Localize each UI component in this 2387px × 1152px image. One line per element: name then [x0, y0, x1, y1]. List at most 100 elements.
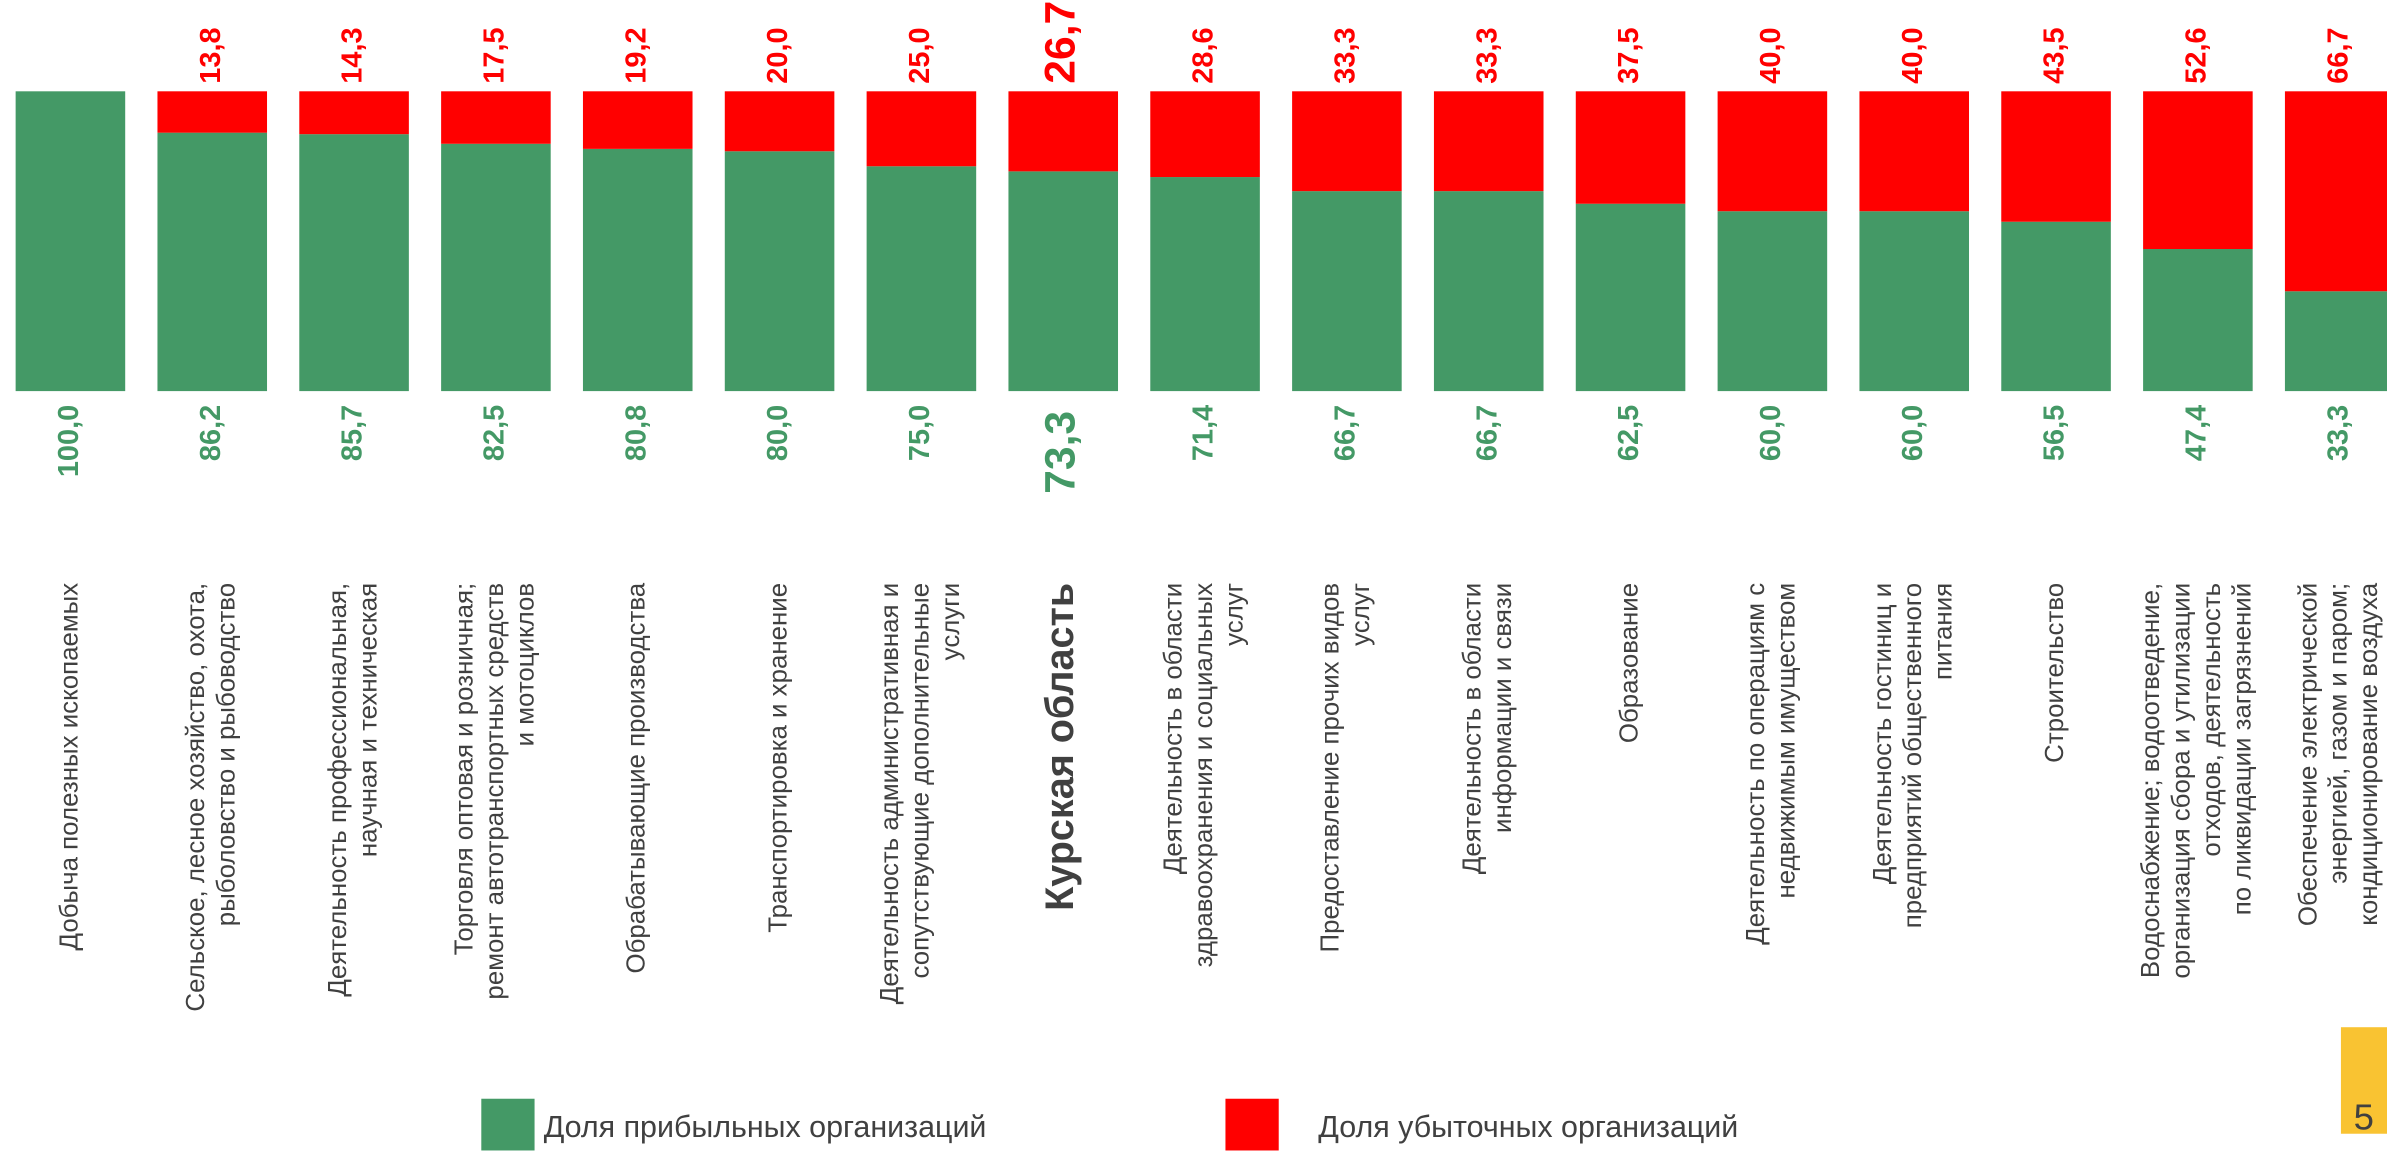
- value-label: 33,3: [1330, 27, 1362, 83]
- value-label: 43,5: [2039, 27, 2071, 83]
- category-line: предприятий общественного: [1899, 583, 1927, 928]
- bar-segment: [866, 166, 977, 392]
- bar-segment: [1433, 191, 1544, 392]
- category-line: Транспортировка и хранение: [764, 583, 792, 933]
- category-line: информации и связи: [1489, 583, 1517, 833]
- value-label: 17,5: [479, 27, 511, 83]
- next-button[interactable]: [2340, 1027, 2387, 1134]
- category-label: Курская область: [1039, 583, 1083, 911]
- category-line: недвижимым имуществом: [1772, 583, 1800, 899]
- bar-segment: [299, 134, 409, 392]
- category-label: Транспортировка и хранение: [764, 583, 792, 933]
- category-line: Деятельность гостиниц и: [1869, 583, 1897, 884]
- value-label: 25,0: [904, 27, 936, 83]
- category-line: Курская область: [1039, 583, 1083, 911]
- value-label: 80,0: [762, 405, 794, 461]
- bar-segment: [1575, 203, 1686, 392]
- category-line: услуги: [937, 583, 965, 660]
- category-line: Деятельность по операциям с: [1742, 583, 1770, 945]
- bar-segment: [724, 151, 835, 392]
- page-number: 5: [2354, 1097, 2374, 1138]
- bar-segment: [724, 91, 835, 152]
- bar-segment: [2284, 291, 2387, 392]
- category-line: отходов, деятельность: [2198, 583, 2226, 857]
- value-label: 62,5: [1613, 405, 1645, 461]
- category-line: услуг: [1347, 583, 1375, 646]
- value-label: 40,0: [1897, 27, 1929, 83]
- bar-segment: [2001, 91, 2111, 222]
- category-line: Обрабатывающие производства: [623, 582, 651, 973]
- bar-segment: [1150, 91, 1260, 178]
- value-label: 82,5: [479, 405, 511, 461]
- bar-segment: [1433, 91, 1544, 192]
- bar-segment: [582, 148, 693, 392]
- value-label: 33,3: [2322, 405, 2354, 461]
- category-label: Предоставление прочих видов услуг: [1317, 583, 1375, 953]
- category-label: Образование: [1615, 583, 1643, 743]
- category-line: Предоставление прочих видов: [1317, 583, 1345, 953]
- bar-segment: [1575, 91, 1686, 204]
- bar-segment: [2143, 248, 2253, 392]
- value-label: 75,0: [904, 405, 936, 461]
- bar-segment: [1150, 177, 1260, 392]
- category-line: научная и техническая: [354, 583, 382, 857]
- value-label: 60,0: [1755, 405, 1787, 461]
- legend-label: Доля убыточных организаций: [1318, 1110, 1738, 1144]
- category-line: по ликвидации загрязнений: [2228, 583, 2256, 915]
- category-line: здравоохранения и социальных: [1190, 583, 1218, 968]
- bar-segment: [582, 91, 693, 149]
- value-label: 66,7: [2322, 27, 2354, 83]
- category-label: Деятельность профессиональная, научная и …: [324, 583, 382, 997]
- category-line: Деятельность в области: [1159, 583, 1187, 874]
- value-label: 66,7: [1471, 405, 1503, 461]
- value-label: 33,3: [1471, 27, 1503, 83]
- category-line: и мотоциклов: [511, 583, 539, 747]
- bar-segment: [441, 143, 551, 392]
- value-label: 14,3: [337, 27, 369, 83]
- bar-segment: [2001, 221, 2111, 392]
- bar-segment: [1292, 91, 1402, 192]
- legend-swatch: [481, 1098, 535, 1151]
- value-label: 37,5: [1613, 27, 1645, 83]
- category-line: услуг: [1220, 583, 1248, 646]
- bar-segment: [299, 91, 409, 135]
- value-label: 13,8: [195, 27, 227, 83]
- category-line: Деятельность профессиональная,: [324, 583, 352, 997]
- category-line: Деятельность административная и: [876, 583, 904, 1004]
- bar-segment: [866, 91, 977, 167]
- bar-segment: [157, 91, 268, 133]
- bar-segment: [2284, 91, 2387, 292]
- legend-swatch: [1225, 1098, 1279, 1151]
- category-label: Торговля оптовая и розничная; ремонт авто…: [450, 583, 539, 1000]
- category-label: Сельское, лесное хозяйство, охота, рыболо…: [182, 583, 240, 1012]
- bar-segment: [1859, 211, 1970, 392]
- category-label: Деятельность в области здравоохранения и …: [1159, 583, 1248, 968]
- category-label: Деятельность гостиниц и предприятий общес…: [1869, 583, 1958, 928]
- value-label: 20,0: [762, 27, 794, 83]
- bar-segment: [1292, 191, 1402, 392]
- category-line: Торговля оптовая и розничная;: [450, 583, 478, 956]
- category-line: ремонт автотранспортных средств: [481, 583, 509, 1000]
- bar-segment: [441, 91, 551, 144]
- category-line: Строительство: [2041, 583, 2069, 763]
- bar-segment: [1008, 91, 1119, 172]
- value-label: 26,7: [1036, 1, 1084, 84]
- value-label: 56,5: [2039, 405, 2071, 461]
- category-line: рыболовство и рыбоводство: [212, 583, 240, 926]
- category-label: Строительство: [2041, 583, 2069, 763]
- category-line: кондиционирование воздуха: [2355, 582, 2383, 926]
- category-label: Обеспечение электрической энергией, газом…: [2294, 582, 2383, 926]
- value-label: 40,0: [1755, 27, 1787, 83]
- legend-label: Доля прибыльных организаций: [544, 1110, 987, 1144]
- bar-segment: [2143, 91, 2253, 249]
- value-label: 100,0: [53, 405, 85, 477]
- category-line: питания: [1929, 583, 1957, 680]
- category-label: Деятельность в области информации и связи: [1458, 583, 1516, 874]
- bar-segment: [1008, 171, 1119, 392]
- category-line: Обеспечение электрической: [2294, 583, 2322, 926]
- category-line: Сельское, лесное хозяйство, охота,: [182, 583, 210, 1012]
- value-label: 60,0: [1897, 405, 1929, 461]
- value-label: 73,3: [1036, 411, 1084, 494]
